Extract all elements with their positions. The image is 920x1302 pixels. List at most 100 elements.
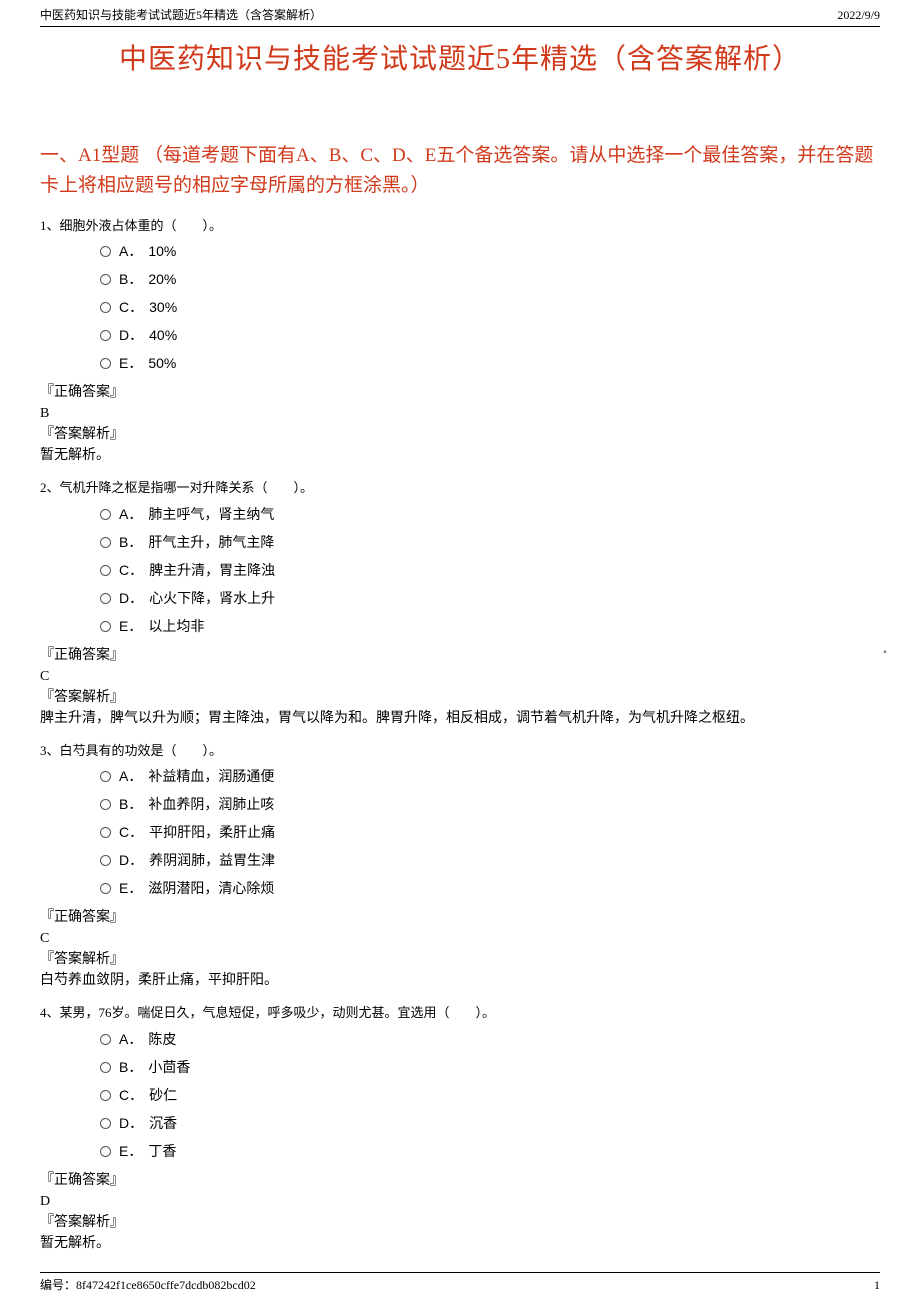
radio-icon[interactable] bbox=[100, 1090, 111, 1101]
option-letter: E． bbox=[119, 616, 142, 637]
page-header: 中医药知识与技能考试试题近5年精选（含答案解析） 2022/9/9 bbox=[40, 0, 880, 27]
option-letter: D． bbox=[119, 1113, 143, 1134]
correct-answer-label: 『正确答案』▪ bbox=[40, 645, 880, 666]
option-e[interactable]: E．50% bbox=[100, 353, 880, 374]
question-4: 4、某男，76岁。喘促日久，气息短促，呼多吸少，动则尤甚。宜选用（ ）。 A． 陈… bbox=[40, 1003, 880, 1254]
option-letter: A． bbox=[119, 1029, 142, 1050]
radio-icon[interactable] bbox=[100, 883, 111, 894]
radio-icon[interactable] bbox=[100, 1034, 111, 1045]
answer-block: 『正确答案』 D 『答案解析』 暂无解析。 bbox=[40, 1170, 880, 1254]
option-text: 补益精血，润肠通便 bbox=[148, 766, 274, 787]
question-2: 2、气机升降之枢是指哪一对升降关系（ ）。 A．肺主呼气，肾主纳气 B．肝气主升… bbox=[40, 478, 880, 729]
option-text: 10% bbox=[148, 241, 176, 262]
footer-page-number: 1 bbox=[874, 1276, 880, 1294]
option-letter: C． bbox=[119, 297, 143, 318]
option-e[interactable]: E．滋阴潜阳，清心除烦 bbox=[100, 878, 880, 899]
dot-mark-icon: ▪ bbox=[880, 645, 890, 660]
correct-answer-value: C bbox=[40, 928, 880, 949]
question-stem: 4、某男，76岁。喘促日久，气息短促，呼多吸少，动则尤甚。宜选用（ ）。 bbox=[40, 1003, 880, 1023]
option-c[interactable]: C．平抑肝阳，柔肝止痛 bbox=[100, 822, 880, 843]
option-a[interactable]: A．补益精血，润肠通便 bbox=[100, 766, 880, 787]
option-letter: A． bbox=[119, 241, 142, 262]
correct-answer-label: 『正确答案』 bbox=[40, 382, 880, 403]
option-text: 以上均非 bbox=[148, 616, 204, 637]
option-text: 肺主呼气，肾主纳气 bbox=[148, 504, 274, 525]
option-letter: E． bbox=[119, 878, 142, 899]
radio-icon[interactable] bbox=[100, 565, 111, 576]
radio-icon[interactable] bbox=[100, 358, 111, 369]
radio-icon[interactable] bbox=[100, 274, 111, 285]
answer-block: 『正确答案』 C 『答案解析』 白芍养血敛阴，柔肝止痛，平抑肝阳。 bbox=[40, 907, 880, 991]
answer-block: 『正确答案』 B 『答案解析』 暂无解析。 bbox=[40, 382, 880, 466]
option-text: 肝气主升，肺气主降 bbox=[148, 532, 274, 553]
option-letter: C． bbox=[119, 1085, 143, 1106]
option-a[interactable]: A． 陈皮 bbox=[100, 1029, 880, 1050]
radio-icon[interactable] bbox=[100, 855, 111, 866]
option-d[interactable]: D．养阴润肺，益胃生津 bbox=[100, 850, 880, 871]
answer-block: 『正确答案』▪ C 『答案解析』 脾主升清，脾气以升为顺；胃主降浊，胃气以降为和… bbox=[40, 645, 880, 729]
option-a[interactable]: A．肺主呼气，肾主纳气 bbox=[100, 504, 880, 525]
correct-answer-value: B bbox=[40, 403, 880, 424]
option-letter: C． bbox=[119, 560, 143, 581]
option-c[interactable]: C．脾主升清，胃主降浊 bbox=[100, 560, 880, 581]
header-right: 2022/9/9 bbox=[837, 6, 880, 24]
radio-icon[interactable] bbox=[100, 1062, 111, 1073]
radio-icon[interactable] bbox=[100, 771, 111, 782]
option-d[interactable]: D．心火下降，肾水上升 bbox=[100, 588, 880, 609]
radio-icon[interactable] bbox=[100, 537, 111, 548]
explanation-value: 白芍养血敛阴，柔肝止痛，平抑肝阳。 bbox=[40, 970, 880, 991]
option-text: 40% bbox=[149, 325, 177, 346]
explanation-value: 暂无解析。 bbox=[40, 445, 880, 466]
question-3: 3、白芍具有的功效是（ ）。 A．补益精血，润肠通便 B．补血养阴，润肺止咳 C… bbox=[40, 741, 880, 992]
option-list: A． 10% B． 20% C． 30% D． 40% E．50% bbox=[40, 241, 880, 374]
radio-icon[interactable] bbox=[100, 799, 111, 810]
header-left: 中医药知识与技能考试试题近5年精选（含答案解析） bbox=[40, 6, 322, 24]
option-text: 沉香 bbox=[149, 1113, 177, 1134]
option-letter: D． bbox=[119, 588, 143, 609]
option-letter: B． bbox=[119, 1057, 142, 1078]
radio-icon[interactable] bbox=[100, 509, 111, 520]
explanation-value: 脾主升清，脾气以升为顺；胃主降浊，胃气以降为和。脾胃升降，相反相成，调节着气机升… bbox=[40, 708, 880, 729]
document-title: 中医药知识与技能考试试题近5年精选（含答案解析） bbox=[40, 27, 880, 141]
option-letter: B． bbox=[119, 269, 142, 290]
radio-icon[interactable] bbox=[100, 302, 111, 313]
option-b[interactable]: B．补血养阴，润肺止咳 bbox=[100, 794, 880, 815]
explanation-value: 暂无解析。 bbox=[40, 1233, 880, 1254]
radio-icon[interactable] bbox=[100, 827, 111, 838]
option-list: A． 陈皮 B． 小茴香 C． 砂仁 D． 沉香 E． 丁香 bbox=[40, 1029, 880, 1162]
radio-icon[interactable] bbox=[100, 330, 111, 341]
radio-icon[interactable] bbox=[100, 1118, 111, 1129]
radio-icon[interactable] bbox=[100, 1146, 111, 1157]
option-text: 陈皮 bbox=[148, 1029, 176, 1050]
option-list: A．补益精血，润肠通便 B．补血养阴，润肺止咳 C．平抑肝阳，柔肝止痛 D．养阴… bbox=[40, 766, 880, 899]
option-a[interactable]: A． 10% bbox=[100, 241, 880, 262]
option-b[interactable]: B． 20% bbox=[100, 269, 880, 290]
page-footer: 编号：8f47242f1ce8650cffe7dcdb082bcd02 1 bbox=[40, 1272, 880, 1294]
option-d[interactable]: D． 40% bbox=[100, 325, 880, 346]
option-c[interactable]: C． 30% bbox=[100, 297, 880, 318]
explanation-label: 『答案解析』 bbox=[40, 687, 880, 708]
option-list: A．肺主呼气，肾主纳气 B．肝气主升，肺气主降 C．脾主升清，胃主降浊 D．心火… bbox=[40, 504, 880, 637]
option-text: 小茴香 bbox=[148, 1057, 190, 1078]
option-text: 20% bbox=[148, 269, 176, 290]
option-text: 补血养阴，润肺止咳 bbox=[148, 794, 274, 815]
option-e[interactable]: E． 丁香 bbox=[100, 1141, 880, 1162]
option-e[interactable]: E． 以上均非 bbox=[100, 616, 880, 637]
option-d[interactable]: D． 沉香 bbox=[100, 1113, 880, 1134]
radio-icon[interactable] bbox=[100, 621, 111, 632]
radio-icon[interactable] bbox=[100, 246, 111, 257]
question-stem: 3、白芍具有的功效是（ ）。 bbox=[40, 741, 880, 761]
correct-answer-value: C bbox=[40, 666, 880, 687]
option-c[interactable]: C． 砂仁 bbox=[100, 1085, 880, 1106]
option-b[interactable]: B． 小茴香 bbox=[100, 1057, 880, 1078]
option-text: 养阴润肺，益胃生津 bbox=[149, 850, 275, 871]
question-1: 1、细胞外液占体重的（ ）。 A．10% B．20% C．30% D．40% E… bbox=[40, 216, 880, 467]
option-text: 砂仁 bbox=[149, 1085, 177, 1106]
option-text: 丁香 bbox=[148, 1141, 176, 1162]
option-letter: D． bbox=[119, 325, 143, 346]
option-text: 50% bbox=[148, 353, 176, 374]
radio-icon[interactable] bbox=[100, 593, 111, 604]
option-text: 30% bbox=[149, 297, 177, 318]
option-b[interactable]: B．肝气主升，肺气主降 bbox=[100, 532, 880, 553]
option-letter: E． bbox=[119, 1141, 142, 1162]
